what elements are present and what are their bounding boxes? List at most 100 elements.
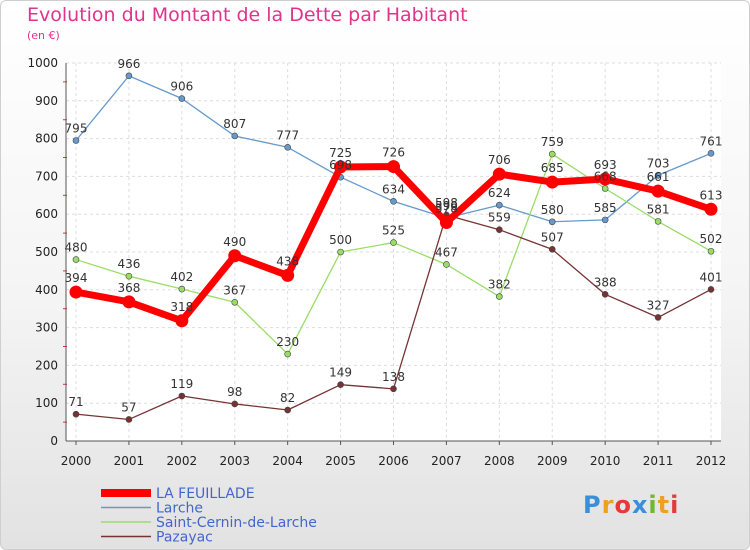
data-label: 327 [647,298,670,312]
series-pazayac [72,211,715,423]
data-point [231,298,239,306]
data-point [72,410,80,418]
data-point [390,198,397,205]
data-point [548,246,556,253]
x-tick-label: 2009 [537,454,568,468]
y-tick-label: 600 [35,207,58,221]
logo-letter: P [583,491,602,519]
data-label: 149 [329,366,352,380]
data-label: 502 [700,232,723,246]
x-tick-label: 2004 [272,454,303,468]
data-point [654,314,662,321]
data-point [651,184,665,198]
data-point [654,218,662,225]
data-point [125,72,133,80]
proxiti-logo: Proxiti [583,491,679,519]
data-point [178,95,186,102]
x-tick-label: 2012 [696,454,727,468]
x-tick-label: 2002 [167,454,198,468]
data-point [125,416,133,423]
axes: 0 100 200 300 400 500 600 700 800 900 1000 2000 2001… [27,56,726,468]
data-label: 98 [227,385,242,399]
unit-label: (en €) [27,29,60,42]
data-point [654,171,662,179]
data-point [443,261,450,268]
data-point [125,272,133,280]
x-tick-label: 2000 [61,454,92,468]
data-label: 559 [488,211,511,225]
logo-letter: r [601,491,615,519]
data-label: 661 [647,170,670,184]
data-label: 368 [117,281,140,295]
logo-letter: x [631,491,649,519]
data-label: 807 [223,117,246,131]
data-point [228,249,242,263]
data-label: 668 [594,169,617,183]
x-tick-label: 2003 [219,454,250,468]
data-label: 467 [435,245,458,259]
data-point [439,216,453,230]
data-label: 590 [435,199,458,213]
y-tick-label: 0 [50,434,58,448]
y-tick-label: 700 [35,169,58,183]
y-tick-label: 400 [35,283,58,297]
y-tick-label: 300 [35,321,58,335]
data-label: 761 [700,134,723,148]
data-point [337,381,344,388]
y-tick-label: 100 [35,396,58,410]
data-label: 759 [541,135,564,149]
y-tick-label: 200 [35,358,58,372]
y-tick-label: 1000 [27,56,58,70]
y-tick-label: 500 [35,245,58,259]
x-tick-label: 2005 [325,454,356,468]
data-point [601,185,609,192]
data-point [704,202,718,216]
data-label: 795 [65,121,88,135]
data-label: 703 [647,156,670,170]
data-point [284,406,291,414]
data-point [548,150,556,158]
series-larche [72,72,715,226]
data-label: 634 [382,182,405,196]
data-point [707,247,715,255]
data-label: 82 [280,391,295,405]
data-label: 966 [117,57,140,71]
data-label: 585 [594,201,617,215]
data-label: 138 [382,370,405,384]
data-point [337,248,344,256]
data-label: 367 [223,283,246,297]
logo-letter: i [670,491,680,519]
data-label: 698 [329,158,352,172]
data-point [548,218,556,226]
data-label: 438 [276,254,299,268]
data-point [492,167,506,181]
data-label: 382 [488,278,511,292]
data-label: 581 [647,202,670,216]
data-label: 777 [276,128,299,142]
y-tick-label: 900 [35,94,58,108]
data-point [122,295,136,309]
legend-label: Larche [156,501,203,517]
logo-letter: t [657,491,671,519]
data-point [598,172,612,186]
data-label: 580 [541,203,564,217]
data-label: 906 [170,80,193,94]
x-tick-label: 2007 [431,454,462,468]
legend-label: Pazayac [156,530,213,546]
data-label: 725 [329,146,352,160]
data-label: 685 [541,161,564,175]
data-point [601,291,609,298]
logo-letter: o [614,491,632,519]
y-tick-label: 800 [35,132,58,146]
data-label: 490 [223,235,246,249]
data-point [601,216,609,224]
data-label: 402 [170,270,193,284]
x-tick-label: 2001 [114,454,145,468]
data-point [178,392,186,400]
data-label: 624 [488,186,511,200]
x-tick-label: 2011 [643,454,674,468]
data-label: 394 [65,271,88,285]
legend: LA FEUILLADELarcheSaint-Cernin-de-Larche… [101,486,317,546]
data-label: 706 [488,153,511,167]
data-point [284,143,291,151]
